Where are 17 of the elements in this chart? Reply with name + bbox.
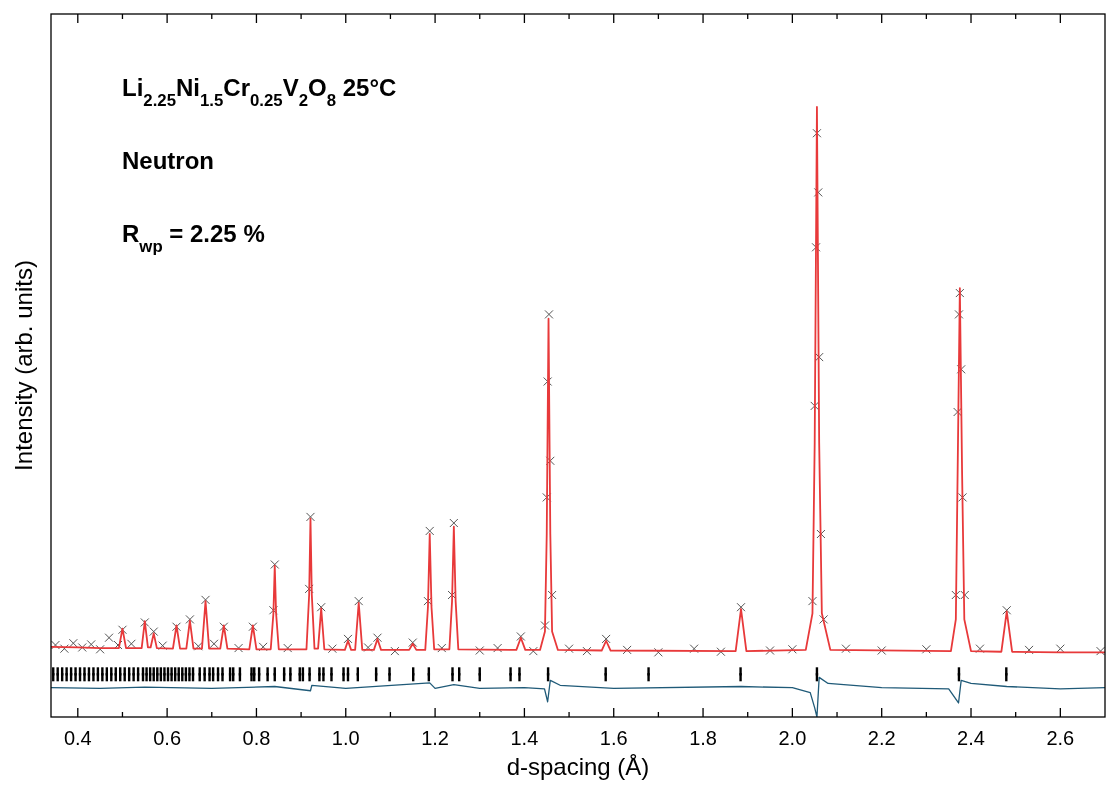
x-tick-label: 2.4: [957, 727, 985, 749]
x-tick-label: 0.8: [242, 727, 271, 749]
annotation: R$_{wp}$ = 2.25 %: [122, 220, 265, 256]
x-tick-label: 1.2: [421, 727, 449, 749]
x-axis-title: d-spacing (Å): [506, 753, 650, 780]
text: Li$_{2.25}$Ni$_{1.5}$Cr$_{0.25}$V$_{2}$O$_{8}$ 25°C: [122, 74, 397, 110]
x-tick-label: 1.6: [599, 727, 628, 749]
y-axis-title: Intensity (arb. units): [10, 260, 37, 471]
x-tick-label: 1.4: [510, 727, 539, 749]
x-tick-label: 1.0: [331, 727, 360, 749]
x-tick-label: 2.0: [778, 727, 807, 749]
x-tick-label: 0.6: [153, 727, 182, 749]
annotation: Neutron: [122, 147, 214, 174]
x-tick-label: 2.6: [1046, 727, 1075, 749]
x-tick-label: 2.2: [867, 727, 896, 749]
x-tick-label: 0.4: [63, 727, 92, 749]
x-tick-label: 1.8: [689, 727, 717, 749]
